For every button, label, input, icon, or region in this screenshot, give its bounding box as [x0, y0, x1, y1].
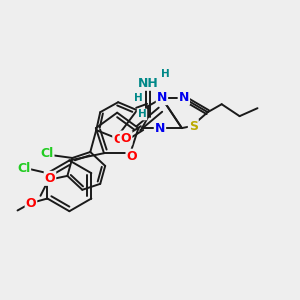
Text: Cl: Cl [17, 162, 30, 175]
Text: Cl: Cl [40, 147, 53, 160]
Text: O: O [45, 172, 55, 185]
Text: H: H [134, 93, 142, 103]
Text: N: N [155, 122, 165, 135]
Text: O: O [113, 133, 124, 146]
Text: O: O [127, 150, 137, 163]
Text: S: S [189, 120, 198, 133]
Text: N: N [157, 91, 167, 104]
Text: NH: NH [138, 77, 158, 90]
Text: H: H [138, 110, 146, 119]
Text: N: N [179, 91, 189, 104]
Text: H: H [160, 69, 169, 80]
Text: O: O [121, 132, 131, 145]
Text: O: O [26, 196, 36, 209]
